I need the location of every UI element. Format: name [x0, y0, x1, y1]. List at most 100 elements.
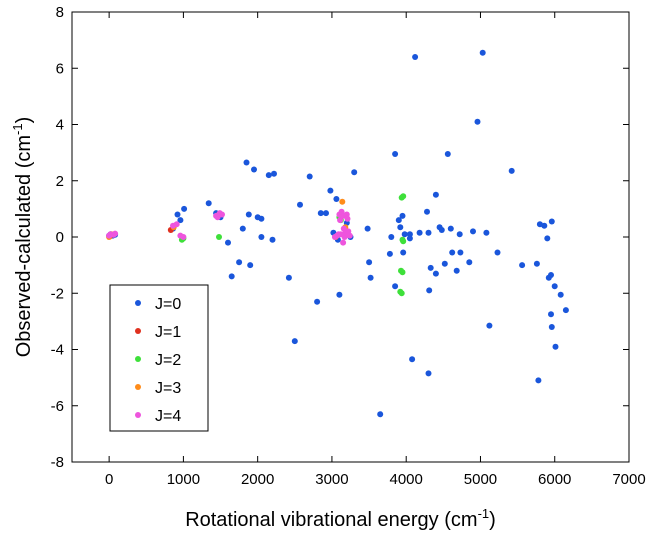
- data-point-j0: [317, 210, 324, 217]
- x-axis-title: Rotational vibrational energy (cm-1): [185, 506, 496, 531]
- data-point-j0: [548, 324, 555, 330]
- data-point-j0: [533, 260, 540, 267]
- data-point-j0: [258, 234, 265, 240]
- x-tick-label: 0: [105, 471, 113, 488]
- data-point-j2: [216, 234, 222, 240]
- data-point-j0: [441, 260, 448, 267]
- data-point-j0: [228, 273, 235, 280]
- data-point-j0: [225, 239, 231, 246]
- x-axis-title-sup: -1: [478, 506, 490, 521]
- data-point-j4: [346, 232, 353, 239]
- data-point-j0: [548, 311, 554, 318]
- data-point-j0: [269, 236, 276, 243]
- x-tick-label: 4000: [390, 471, 423, 488]
- data-point-j4: [337, 217, 344, 224]
- y-axis-title: Observed-calculated (cm-1): [10, 117, 35, 358]
- data-point-j0: [416, 229, 423, 236]
- legend-label-j4: J=4: [155, 408, 181, 425]
- legend-label-j0: J=0: [155, 296, 181, 313]
- data-point-j0: [412, 54, 419, 60]
- data-point-j0: [548, 272, 554, 278]
- data-point-j0: [548, 218, 555, 225]
- data-point-j0: [306, 173, 313, 180]
- data-point-j4: [173, 221, 180, 228]
- plot-frame: [71, 11, 630, 463]
- data-point-j0: [552, 343, 559, 350]
- data-point-j0: [388, 234, 395, 240]
- data-point-j0: [494, 249, 501, 256]
- data-point-j0: [438, 227, 445, 233]
- data-point-j0: [426, 287, 433, 294]
- data-point-j0: [333, 196, 340, 202]
- legend-marker-j3: [135, 384, 141, 390]
- data-point-j0: [205, 200, 212, 207]
- data-point-j3: [339, 198, 346, 205]
- data-point-j0: [508, 167, 515, 174]
- tick-labels: 0 1000 2000 3000 4000 5000 6000 7000 -8 -6 -4 -2 0 2 4…: [51, 4, 646, 488]
- data-point-j0: [486, 322, 493, 329]
- y-tick-label: 2: [56, 173, 64, 190]
- legend-label-j3: J=3: [155, 380, 181, 397]
- data-point-j0: [327, 187, 334, 194]
- legend-label-j1: J=1: [155, 324, 181, 341]
- data-point-j0: [392, 283, 399, 290]
- data-point-j2: [400, 238, 407, 245]
- x-tick-label: 5000: [464, 471, 497, 488]
- data-point-j0: [483, 229, 490, 236]
- data-point-j0: [395, 217, 402, 224]
- data-point-j0: [236, 259, 243, 266]
- data-point-j0: [432, 191, 439, 198]
- y-tick-label: -6: [51, 398, 64, 415]
- legend-marker-j0: [135, 300, 141, 306]
- data-point-j0: [544, 235, 551, 242]
- data-point-j0: [323, 210, 329, 217]
- x-tick-label: 3000: [315, 471, 348, 488]
- data-point-j0: [456, 231, 463, 238]
- data-point-j0: [425, 229, 432, 236]
- data-point-j0: [239, 225, 246, 232]
- data-point-j0: [519, 262, 526, 269]
- data-point-j0: [271, 170, 277, 177]
- data-point-j0: [258, 215, 265, 222]
- y-tick-label: 6: [56, 60, 64, 77]
- data-point-j4: [219, 211, 225, 218]
- y-axis-title-end: ): [13, 117, 35, 124]
- data-point-j0: [432, 270, 439, 277]
- data-point-j0: [314, 298, 321, 305]
- data-point-j0: [399, 212, 406, 219]
- data-point-j0: [243, 159, 250, 166]
- data-point-j0: [535, 377, 542, 384]
- data-point-j4: [344, 215, 351, 222]
- y-tick-label: -4: [51, 342, 64, 359]
- x-axis-title-end: ): [489, 509, 496, 531]
- data-point-j0: [397, 224, 404, 231]
- data-point-j0: [245, 211, 252, 218]
- data-point-j0: [444, 151, 451, 157]
- data-point-j0: [247, 262, 254, 269]
- data-point-j0: [453, 267, 460, 274]
- y-tick-label: 0: [56, 229, 64, 246]
- data-point-j2: [398, 290, 405, 297]
- data-point-j4: [337, 231, 344, 238]
- data-point-j4: [112, 230, 119, 237]
- data-point-j0: [479, 49, 486, 56]
- data-point-j0: [297, 201, 303, 208]
- data-point-j0: [562, 307, 569, 314]
- y-tick-label: -8: [51, 454, 64, 471]
- data-point-j4: [340, 239, 347, 246]
- data-point-j0: [466, 259, 473, 266]
- x-tick-label: 1000: [167, 471, 200, 488]
- data-point-j0: [366, 259, 373, 266]
- data-point-j0: [541, 222, 548, 229]
- data-point-j0: [174, 211, 181, 218]
- data-point-j0: [447, 225, 454, 232]
- data-point-j0: [557, 291, 564, 298]
- data-point-j0: [409, 356, 416, 363]
- x-tick-label: 7000: [612, 471, 645, 488]
- data-point-j0: [392, 151, 399, 157]
- data-point-j0: [425, 370, 432, 377]
- data-point-j2: [400, 193, 407, 200]
- y-axis-title-main: Observed-calculated (cm: [13, 135, 35, 357]
- data-point-j0: [400, 249, 407, 256]
